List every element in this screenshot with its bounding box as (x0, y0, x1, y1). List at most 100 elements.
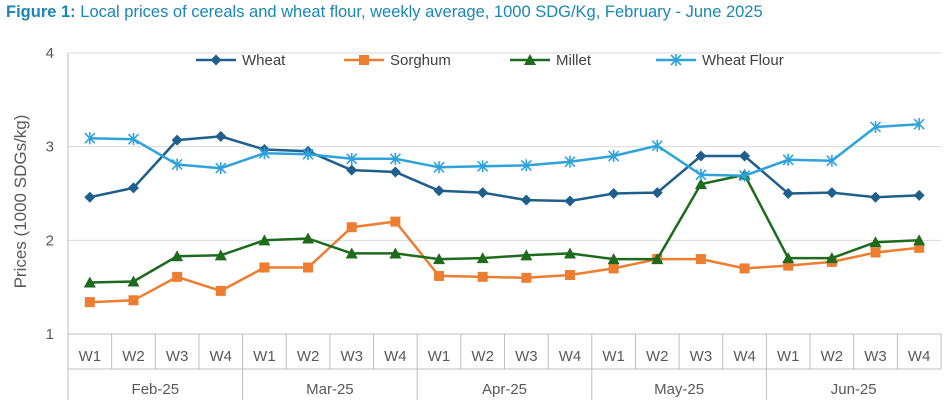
point-sorghum (521, 272, 532, 283)
x-tick-label: W4 (733, 348, 756, 365)
point-millet (563, 247, 576, 259)
point-sorghum (128, 295, 139, 306)
point-wheat (171, 134, 183, 146)
x-tick-label: W2 (297, 348, 320, 365)
point-wheat-flour (651, 139, 663, 152)
point-sorghum (172, 271, 183, 282)
point-sorghum (346, 222, 357, 233)
point-sorghum (390, 216, 401, 227)
point-wheat (346, 164, 358, 176)
y-tick-label: 1 (46, 326, 54, 343)
series-line-millet (89, 173, 920, 284)
point-millet (302, 232, 315, 244)
legend-label-wheat-flour: Wheat Flour (702, 52, 784, 69)
point-millet (214, 249, 227, 261)
x-tick-label: W1 (79, 348, 102, 365)
x-tick-label: W2 (122, 348, 145, 365)
point-millet (694, 178, 707, 190)
point-wheat (215, 130, 227, 142)
x-tick-label: W4 (908, 348, 931, 365)
point-wheat (826, 187, 838, 199)
point-sorghum (739, 263, 750, 274)
legend-marker-wheat (210, 54, 222, 66)
point-millet (258, 234, 271, 246)
point-wheat (651, 187, 663, 199)
point-wheat (695, 150, 707, 162)
point-wheat-flour (564, 155, 576, 168)
point-wheat (127, 182, 139, 194)
point-millet (171, 250, 184, 262)
series-line-wheat (89, 135, 920, 203)
y-tick-label: 4 (46, 45, 54, 62)
point-millet (389, 247, 402, 259)
figure-label: Figure 1: (6, 3, 76, 21)
point-wheat-flour (84, 132, 96, 145)
x-tick-label: W1 (253, 348, 276, 365)
x-tick-label: W3 (515, 348, 538, 365)
x-tick-label: W1 (428, 348, 451, 365)
x-tick-label: W2 (821, 348, 844, 365)
point-wheat (433, 185, 445, 197)
point-sorghum (434, 270, 445, 281)
point-millet (651, 253, 664, 265)
point-millet (83, 276, 96, 288)
group-label: Jun-25 (831, 381, 877, 398)
group-label: May-25 (654, 381, 704, 398)
point-sorghum (477, 271, 488, 282)
point-millet (782, 252, 795, 264)
point-wheat (564, 195, 576, 207)
point-wheat-flour (695, 168, 707, 181)
point-wheat-flour (258, 147, 270, 160)
point-wheat (477, 187, 489, 199)
point-sorghum (259, 262, 270, 273)
legend-label-sorghum: Sorghum (390, 52, 451, 69)
legend-marker-sorghum (359, 55, 369, 65)
point-millet (345, 247, 358, 259)
group-label: Mar-25 (306, 381, 354, 398)
x-tick-label: W2 (471, 348, 494, 365)
x-tick-label: W4 (210, 348, 233, 365)
point-millet (127, 275, 140, 287)
x-tick-label: W3 (340, 348, 363, 365)
point-wheat-flour (346, 152, 358, 165)
point-millet (433, 253, 446, 265)
point-wheat (520, 194, 532, 206)
point-sorghum (215, 285, 226, 296)
y-axis-label: Prices (1000 SDGs/kg) (11, 115, 30, 289)
point-wheat-flour (913, 118, 925, 131)
point-millet (913, 234, 926, 246)
point-sorghum (608, 263, 619, 274)
point-wheat-flour (127, 133, 140, 146)
point-wheat-flour (302, 148, 314, 161)
point-sorghum (914, 242, 925, 253)
point-wheat-flour (826, 154, 838, 167)
point-millet (869, 236, 882, 248)
point-wheat (782, 188, 794, 199)
point-sorghum (84, 297, 95, 308)
legend-marker-millet (524, 54, 536, 65)
point-wheat-flour (520, 159, 532, 172)
x-tick-label: W1 (777, 348, 800, 365)
point-wheat-flour (608, 150, 620, 163)
x-tick-label: W1 (602, 348, 625, 365)
point-sorghum (870, 247, 881, 258)
point-wheat-flour (739, 169, 751, 182)
point-wheat-flour (171, 158, 183, 171)
point-wheat (913, 189, 925, 201)
x-tick-label: W4 (559, 348, 582, 365)
x-tick-label: W3 (864, 348, 887, 365)
point-wheat-flour (389, 152, 401, 165)
point-wheat-flour (782, 153, 794, 166)
point-wheat (739, 150, 751, 162)
y-tick-label: 2 (46, 232, 54, 249)
point-wheat-flour (215, 162, 227, 175)
point-millet (607, 253, 620, 265)
figure-caption: Local prices of cereals and wheat flour,… (80, 3, 763, 21)
point-sorghum (695, 254, 706, 265)
group-label: Feb-25 (132, 381, 180, 398)
series-line-wheat-flour (89, 122, 920, 177)
point-millet (520, 249, 533, 261)
x-tick-label: W3 (166, 348, 189, 365)
point-wheat-flour (433, 161, 445, 174)
